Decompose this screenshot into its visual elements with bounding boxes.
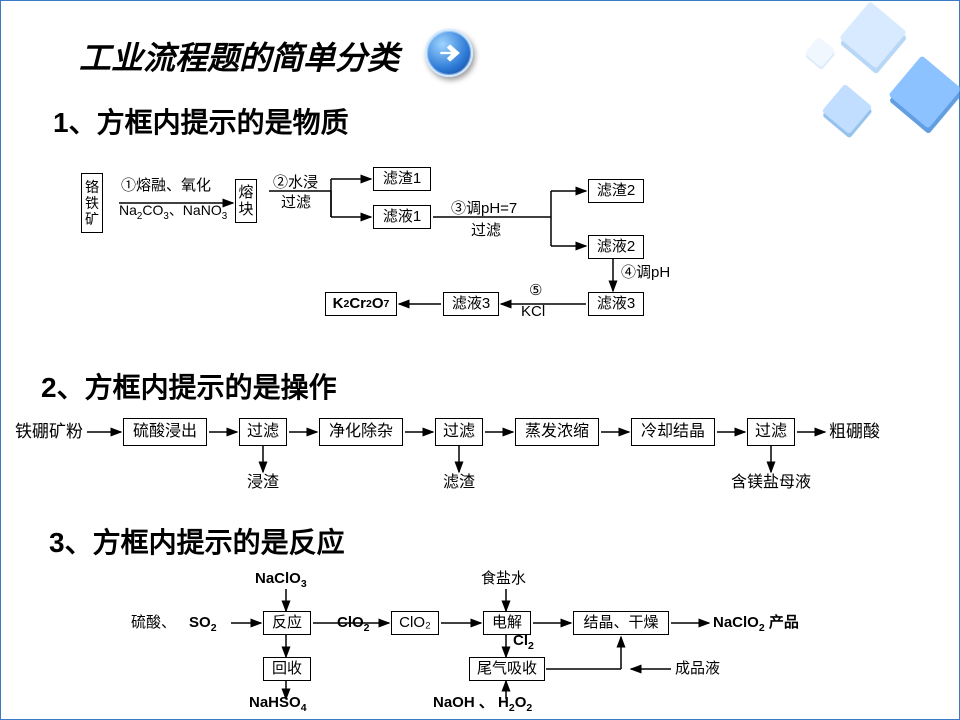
d2-down3: 含镁盐母液 — [731, 474, 811, 492]
d2-down2: 滤渣 — [443, 474, 475, 492]
section-2-title: 2、方框内提示的是操作 — [41, 366, 337, 406]
arrow-right-icon — [436, 40, 462, 66]
d1-l-a5b: KCl — [521, 304, 545, 321]
d2-b3: 过滤 — [435, 418, 483, 446]
diagram-2: 铁硼矿粉 硫酸浸出 过滤 净化除杂 过滤 蒸发浓缩 冷却结晶 过滤 粗硼酸 浸渣… — [11, 406, 951, 506]
d1-l-a1a: ①熔融、氧化 — [121, 178, 211, 195]
d1-liq2: 滤液2 — [588, 235, 644, 259]
d3-cl2: Cl2 — [513, 633, 534, 653]
d1-l-a2a: ②水浸 — [273, 175, 318, 192]
d2-b4: 蒸发浓缩 — [515, 418, 599, 446]
d1-res2: 滤渣2 — [588, 179, 644, 203]
d1-l-a2b: 过滤 — [281, 195, 311, 212]
d3-naoh: NaOH 、 H2O2 — [433, 695, 532, 715]
d1-liq3: 滤液3 — [588, 292, 644, 316]
d3-so2: SO2 — [189, 615, 217, 635]
d3-react: 反应 — [263, 611, 311, 635]
corner-decoration — [699, 1, 959, 171]
diagram-1: 铬铁矿 ①熔融、氧化 Na2CO3、NaNO3 熔块 ②水浸 过滤 滤渣1 滤液… — [81, 161, 761, 361]
d3-nahso4: NaHSO4 — [249, 695, 307, 715]
d3-prod: NaClO2 产品 — [713, 615, 799, 635]
d1-l-a3a: ③调pH=7 — [451, 201, 517, 218]
d3-cpy: 成品液 — [675, 661, 720, 678]
section-1-title: 1、方框内提示的是物质 — [53, 101, 349, 141]
d2-end: 粗硼酸 — [829, 423, 880, 442]
d3-naclo3: NaClO3 — [255, 571, 307, 591]
d1-l-a3b: 过滤 — [471, 223, 501, 240]
d1-l-a4: ④调pH — [621, 265, 670, 282]
d1-block: 熔块 — [235, 179, 257, 223]
d2-b2: 净化除杂 — [319, 418, 403, 446]
d2-start: 铁硼矿粉 — [15, 423, 83, 442]
d1-l-a1b: Na2CO3、NaNO3 — [119, 203, 227, 223]
d2-b1: 过滤 — [239, 418, 287, 446]
d2-b6: 过滤 — [747, 418, 795, 446]
d1-res1: 滤渣1 — [373, 167, 431, 191]
d3-shiyan: 食盐水 — [481, 571, 526, 588]
d3-huishou: 回收 — [263, 657, 311, 681]
d1-liq3b: 滤液3 — [443, 292, 499, 316]
page-title: 工业流程题的简单分类 — [79, 33, 399, 79]
d1-l-a5a: ⑤ — [529, 283, 542, 300]
d3-clo2-box: ClO₂ — [391, 611, 439, 635]
d2-b0: 硫酸浸出 — [123, 418, 207, 446]
d2-down1: 浸渣 — [247, 474, 279, 492]
d3-inleft: 硫酸、 — [131, 615, 176, 632]
d3-waiqixi: 尾气吸收 — [469, 657, 545, 681]
diagram-3: 硫酸、 SO2 NaClO3 反应 回收 NaHSO4 ClO2 ClO₂ 食盐… — [131, 571, 851, 711]
d1-prod: K2Cr2O7 — [325, 292, 397, 316]
section-3-title: 3、方框内提示的是反应 — [49, 521, 345, 561]
d1-ore: 铬铁矿 — [81, 173, 103, 233]
d2-b5: 冷却结晶 — [631, 418, 715, 446]
d3-jiejing: 结晶、干燥 — [573, 611, 669, 635]
d3-clo2: ClO2 — [337, 615, 370, 635]
next-arrow-button[interactable] — [425, 29, 473, 77]
d1-liq1: 滤液1 — [373, 205, 431, 229]
